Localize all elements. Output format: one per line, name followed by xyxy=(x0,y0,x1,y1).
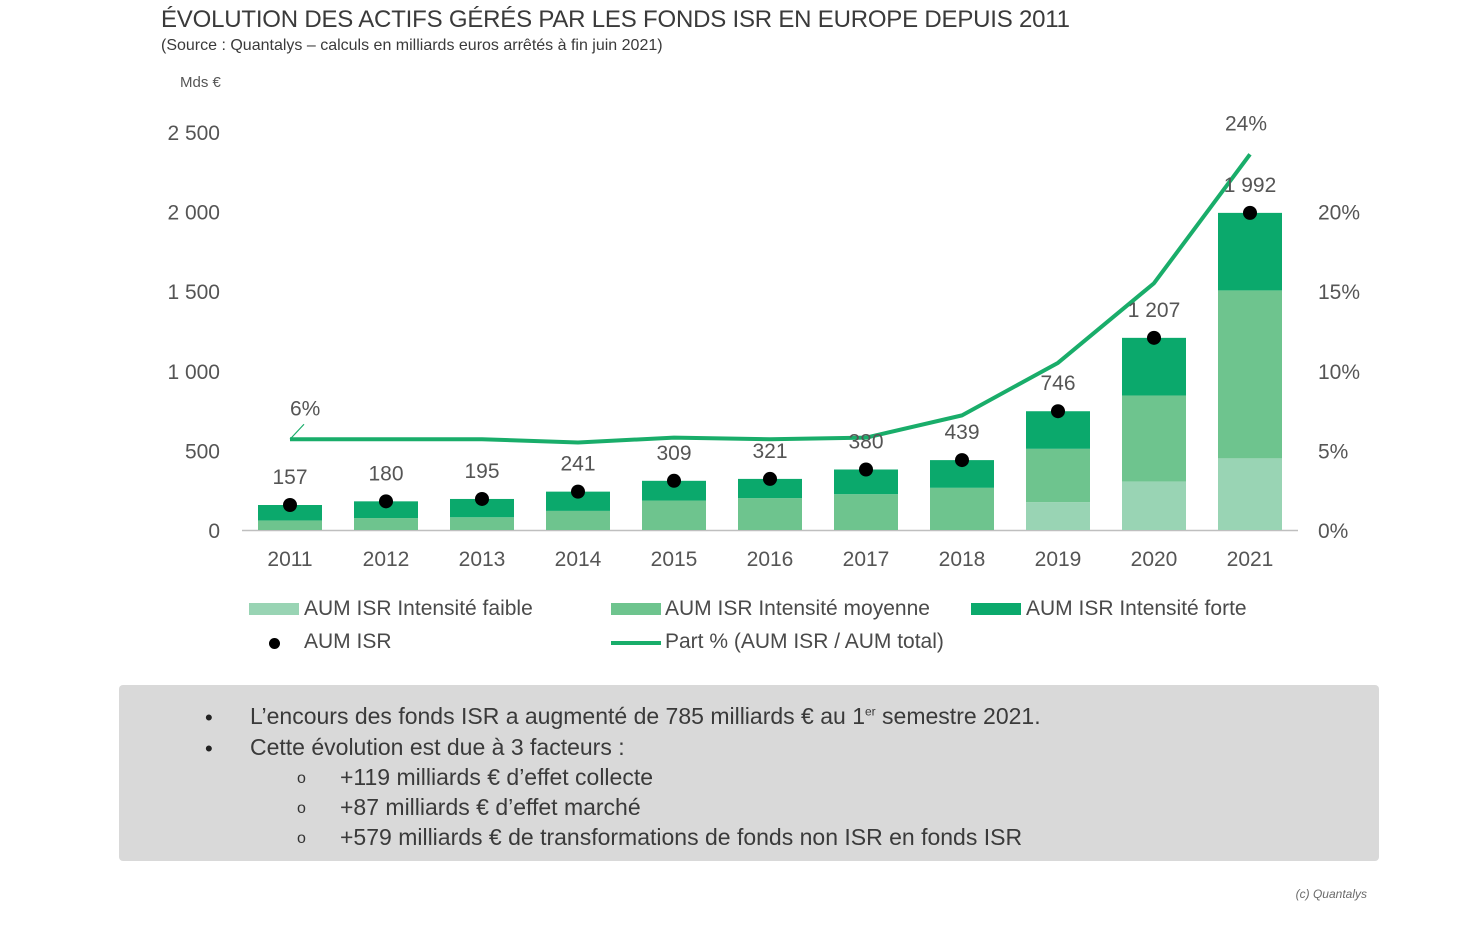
note-2: Cette évolution est due à 3 facteurs : xyxy=(250,734,625,760)
credit-text: (c) Quantalys xyxy=(1295,887,1367,901)
bar-segment xyxy=(1218,458,1282,530)
share-line xyxy=(290,153,1252,445)
y-tick-label: 0 xyxy=(208,520,220,543)
sub-bullet-3: o xyxy=(297,830,306,847)
aum-marker xyxy=(667,473,681,488)
bar-segment xyxy=(1122,395,1186,482)
aum-total-label: 241 xyxy=(560,453,595,476)
sub-note-2: +87 milliards € d’effet marché xyxy=(340,794,641,820)
share-annotation-leader xyxy=(289,423,305,440)
x-tick-label: 2013 xyxy=(459,548,506,571)
bar-segment xyxy=(258,505,322,521)
aum-marker xyxy=(1051,404,1065,419)
legend-label-part: Part % (AUM ISR / AUM total) xyxy=(665,630,944,653)
sub-bullet-1: o xyxy=(297,770,306,787)
aum-marker xyxy=(571,484,585,499)
aum-marker xyxy=(1243,205,1257,220)
x-tick-label: 2016 xyxy=(747,548,794,571)
bar-segment xyxy=(450,517,514,530)
y2-tick-label: 5% xyxy=(1318,440,1348,463)
aum-total-label: 380 xyxy=(848,431,883,454)
x-tick-label: 2017 xyxy=(843,548,890,571)
x-tick-label: 2012 xyxy=(363,548,410,571)
aum-marker xyxy=(1147,330,1161,345)
bullet-1: • xyxy=(205,705,213,730)
chart-svg: Mds € 0 500 1 000 1 500 2 000 2 500 0% 5% 10% 15% 2… xyxy=(167,74,1360,571)
y2-tick-label: 0% xyxy=(1318,520,1348,543)
aum-marker xyxy=(379,494,393,509)
x-tick-label: 2020 xyxy=(1131,548,1178,571)
aum-total-label: 180 xyxy=(368,462,403,485)
bar-segment xyxy=(642,500,706,530)
bar-segment xyxy=(546,491,610,511)
aum-marker xyxy=(763,471,777,486)
x-tick-label: 2019 xyxy=(1035,548,1082,571)
y-tick-label: 2 500 xyxy=(167,122,220,145)
aum-total-label: 157 xyxy=(272,466,307,489)
aum-total-label: 309 xyxy=(656,442,691,465)
notes-box xyxy=(119,685,1379,861)
bar-segment xyxy=(1122,337,1186,396)
legend-marker-aum xyxy=(269,638,280,649)
y-tick-label: 1 000 xyxy=(167,361,220,384)
y2-tick-label: 10% xyxy=(1318,361,1360,384)
note-1-sup: er xyxy=(865,704,876,719)
aum-total-label: 746 xyxy=(1040,372,1075,395)
bar-segment xyxy=(738,498,802,530)
bar-segment xyxy=(642,480,706,501)
x-tick-label: 2018 xyxy=(939,548,986,571)
y-tick-label: 2 000 xyxy=(167,202,220,225)
bar-segment xyxy=(1026,502,1090,530)
share-annotation-label: 6% xyxy=(290,397,320,420)
sub-note-3: +579 milliards € de transformations de f… xyxy=(340,824,1023,850)
aum-marker xyxy=(283,498,297,513)
bar-segment xyxy=(1218,212,1282,291)
y-unit-label: Mds € xyxy=(180,74,222,91)
x-tick-label: 2014 xyxy=(555,548,602,571)
legend-swatch-faible xyxy=(249,603,299,615)
bar-segment xyxy=(1122,481,1186,530)
bar-segment xyxy=(450,498,514,518)
aum-total-label: 321 xyxy=(752,440,787,463)
aum-total-label: 195 xyxy=(464,460,499,483)
x-tick-label: 2021 xyxy=(1227,548,1274,571)
note-1-end: semestre 2021. xyxy=(875,703,1041,729)
bar-segment xyxy=(354,501,418,519)
bar-segment xyxy=(1218,290,1282,459)
bar-segment xyxy=(1026,448,1090,503)
bar-segment xyxy=(354,518,418,530)
y-tick-label: 1 500 xyxy=(167,281,220,304)
legend-label-moyenne: AUM ISR Intensité moyenne xyxy=(665,597,930,620)
bar-segment xyxy=(258,520,322,530)
share-annotation-label: 24% xyxy=(1225,112,1267,135)
x-tick-label: 2011 xyxy=(267,548,312,571)
y-tick-label: 500 xyxy=(185,440,220,463)
aum-marker xyxy=(475,491,489,506)
x-tick-label: 2015 xyxy=(651,548,698,571)
bar-segment xyxy=(546,510,610,530)
aum-total-label: 1 992 xyxy=(1224,174,1277,197)
legend-label-forte: AUM ISR Intensité forte xyxy=(1026,597,1247,620)
chart-title: ÉVOLUTION DES ACTIFS GÉRÉS PAR LES FONDS… xyxy=(161,6,1070,33)
aum-marker xyxy=(955,453,969,468)
legend-swatch-moyenne xyxy=(611,603,661,615)
y2-tick-label: 15% xyxy=(1318,281,1360,304)
bullet-2: • xyxy=(205,736,213,761)
sub-bullet-2: o xyxy=(297,800,306,817)
legend-swatch-forte xyxy=(971,603,1021,615)
y2-tick-label: 20% xyxy=(1318,202,1360,225)
note-1: L’encours des fonds ISR a augmenté de 78… xyxy=(250,703,1041,730)
bar-segment xyxy=(738,478,802,499)
aum-total-label: 1 207 xyxy=(1128,299,1181,322)
legend-line-part xyxy=(611,641,661,645)
bar-segment xyxy=(834,494,898,530)
note-1-text: L’encours des fonds ISR a augmenté de 78… xyxy=(250,703,865,729)
chart-subtitle: (Source : Quantalys – calculs en milliar… xyxy=(161,37,663,54)
aum-total-label: 439 xyxy=(944,421,979,444)
legend-label-aum: AUM ISR xyxy=(304,630,392,653)
bar-segment xyxy=(930,487,994,530)
aum-marker xyxy=(859,462,873,477)
sub-note-1: +119 milliards € d’effet collecte xyxy=(340,764,654,790)
legend-label-faible: AUM ISR Intensité faible xyxy=(304,597,533,620)
